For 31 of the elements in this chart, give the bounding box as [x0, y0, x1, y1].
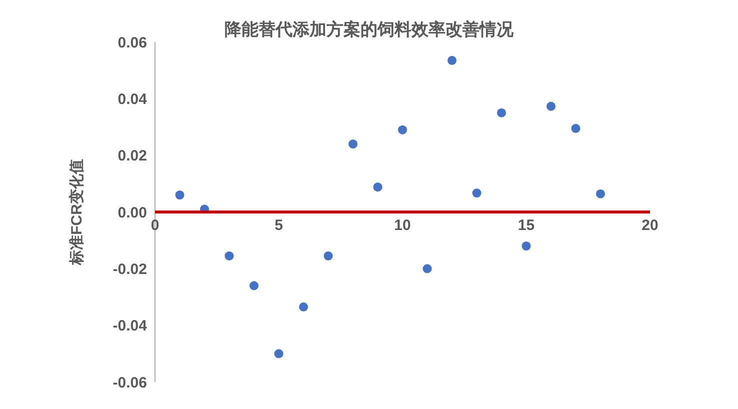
point	[398, 125, 408, 134]
y-tick-label: -0.02	[112, 260, 147, 278]
point	[496, 108, 506, 118]
point	[249, 281, 259, 290]
x-tick-label: 20	[642, 217, 658, 234]
point	[175, 190, 184, 200]
y-tick-label: 0.06	[118, 34, 147, 52]
x-tick-label: 15	[518, 217, 535, 234]
point	[373, 182, 382, 192]
point	[472, 188, 482, 198]
point	[224, 251, 234, 260]
point	[422, 264, 432, 274]
chart-title: 降能替代添加方案的饲料效率改善情况	[224, 20, 514, 39]
x-tick-label: 0	[150, 217, 160, 234]
y-tick-label: -0.04	[112, 318, 148, 335]
y-axis-title: 标准FCR变化值	[67, 159, 86, 266]
point	[546, 102, 556, 111]
y-tick-label: -0.06	[112, 374, 147, 392]
y-tick-label: 0.04	[118, 90, 148, 108]
point	[596, 189, 606, 198]
point	[447, 56, 457, 65]
x-tick-label: 10	[394, 217, 411, 234]
point	[348, 139, 358, 149]
x-tick-label: 5	[274, 217, 283, 234]
point	[324, 251, 333, 260]
point	[274, 349, 284, 358]
point	[571, 124, 580, 133]
point	[298, 302, 308, 312]
y-tick-label: 0.00	[118, 204, 147, 222]
y-tick-label: 0.02	[118, 148, 147, 165]
point	[522, 241, 531, 251]
